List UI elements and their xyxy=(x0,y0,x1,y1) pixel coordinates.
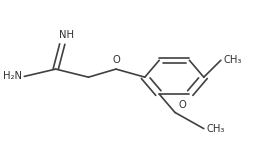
Text: NH: NH xyxy=(59,30,75,40)
Text: O: O xyxy=(178,100,186,110)
Text: H₂N: H₂N xyxy=(3,71,23,81)
Text: CH₃: CH₃ xyxy=(224,55,242,65)
Text: CH₃: CH₃ xyxy=(206,124,225,134)
Text: O: O xyxy=(112,55,120,65)
